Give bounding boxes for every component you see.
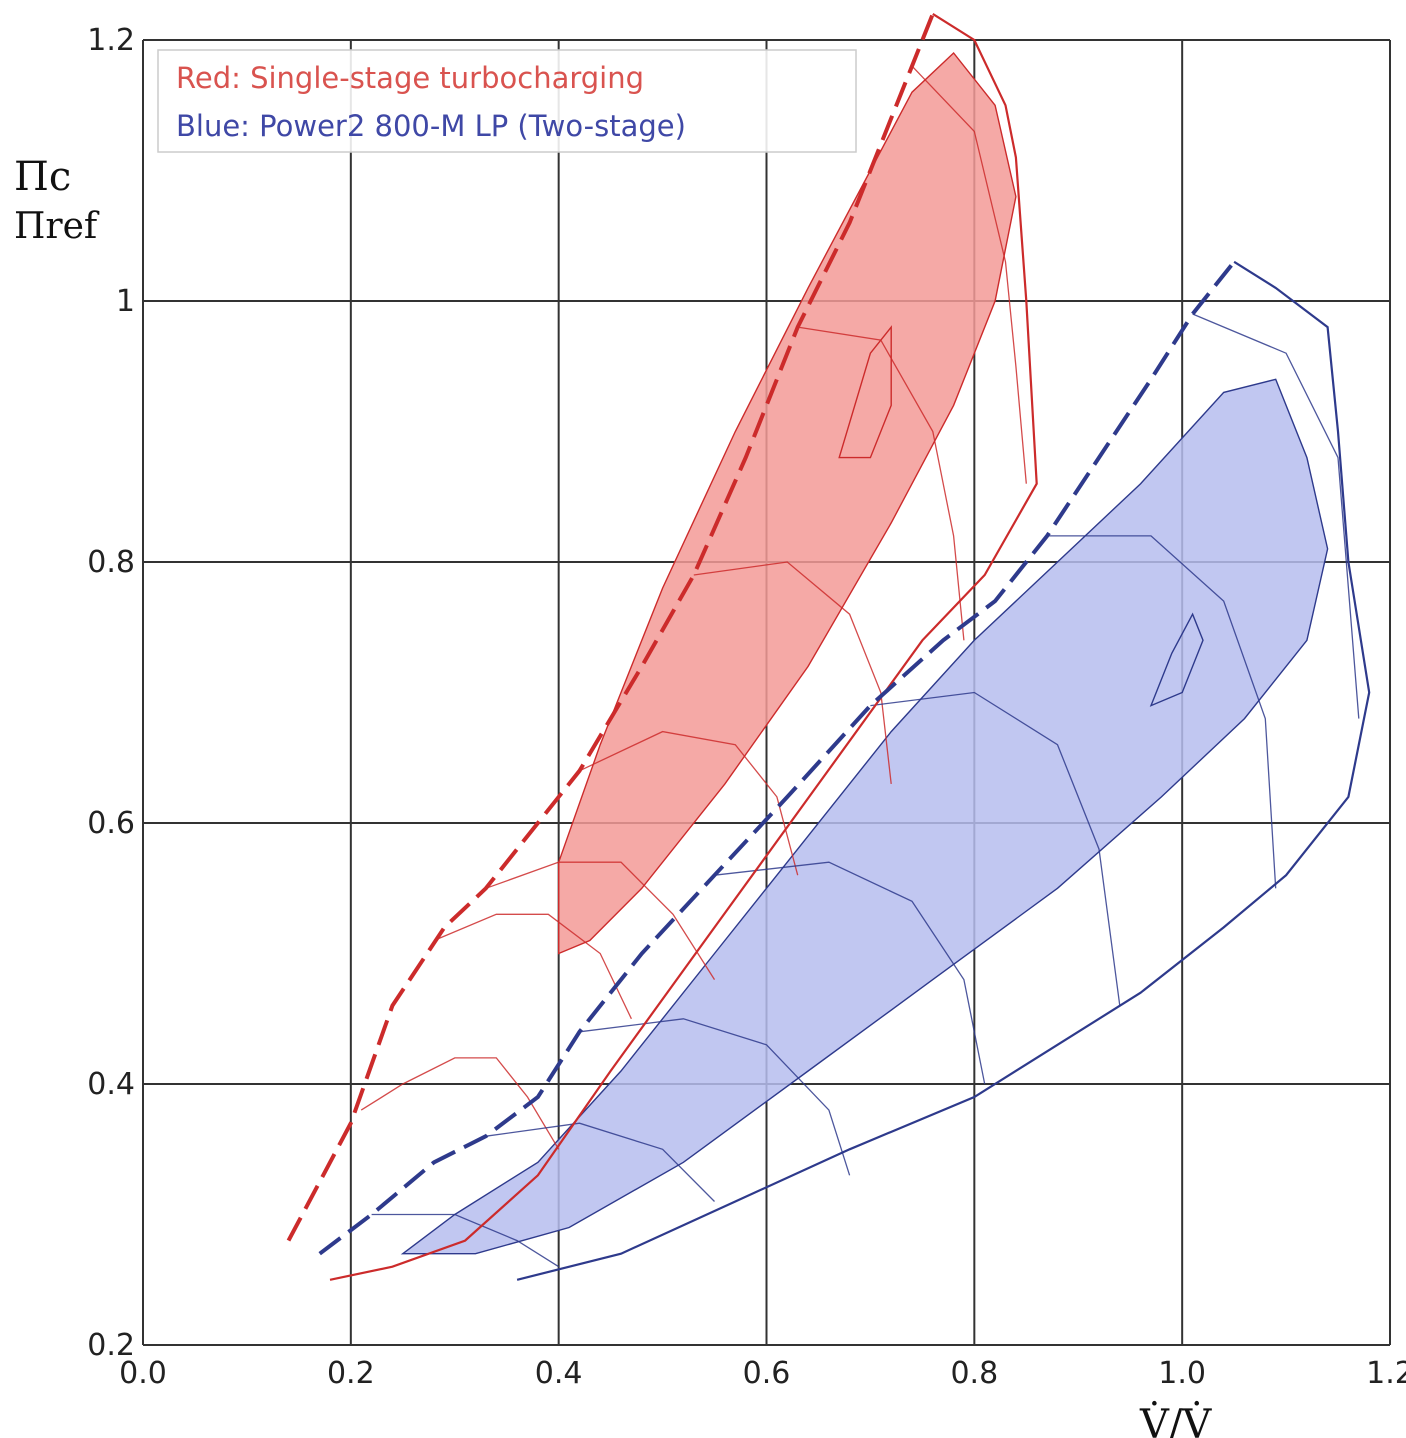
- legend: Red: Single-stage turbocharging Blue: Po…: [157, 49, 857, 153]
- speed-line-blue: [714, 861, 986, 1085]
- x-tick-label: 0.0: [119, 1356, 167, 1391]
- y-tick-label: 0.6: [87, 806, 135, 841]
- x-tick-label: 0.8: [950, 1356, 998, 1391]
- tick-labels: 0.0 0.2 0.4 0.6 0.8 1.0 1.20.20.40.60.811.2: [87, 23, 1406, 1391]
- x-tick-label: 0.6: [743, 1356, 791, 1391]
- speed-line-red: [360, 1057, 560, 1150]
- choke-line-red: [329, 12, 1038, 1281]
- speed-line-blue: [1192, 313, 1360, 719]
- speed-line-red: [579, 730, 799, 876]
- speed-line-blue: [485, 1122, 715, 1202]
- y-tick-label: 0.2: [87, 1328, 135, 1363]
- x-tick-label: 1.2: [1366, 1356, 1406, 1391]
- y-tick-label: 0.8: [87, 545, 135, 580]
- efficiency-fills: [400, 51, 1329, 1255]
- legend-entry-red: Red: Single-stage turbocharging: [176, 61, 644, 95]
- x-tick-label: 1.0: [1158, 1356, 1206, 1391]
- efficiency-region-red: [558, 51, 1017, 955]
- y-tick-label: 0.4: [87, 1067, 135, 1102]
- speed-line-red: [693, 561, 892, 784]
- speed-line-red: [911, 65, 1027, 484]
- efficiency-island-red: [838, 325, 892, 459]
- x-tick-label: 0.2: [327, 1356, 375, 1391]
- speed-line-red: [485, 861, 716, 980]
- surge-line-blue: [318, 260, 1236, 1256]
- y-axis-label: Πc Πref: [14, 154, 100, 247]
- surge-choke-lines: [286, 12, 1371, 1281]
- speed-line-blue: [870, 691, 1121, 1006]
- legend-box: [157, 49, 857, 153]
- speed-line-blue: [1047, 535, 1277, 889]
- x-tick-label: 0.4: [535, 1356, 583, 1391]
- legend-entry-blue: Blue: Power2 800-M LP (Two-stage): [176, 109, 686, 143]
- choke-line-blue: [516, 260, 1371, 1281]
- y-tick-label: 1.2: [87, 23, 135, 58]
- speed-line-red: [797, 326, 965, 641]
- efficiency-island-blue: [1149, 612, 1204, 707]
- speed-line-red: [433, 913, 632, 1020]
- x-axis-label: V̇/V̇: [1139, 1401, 1212, 1438]
- surge-line-red: [286, 13, 935, 1242]
- efficiency-region-blue: [400, 378, 1329, 1255]
- speed-line-blue: [371, 1213, 560, 1268]
- y-axis-label-top: Πc: [14, 154, 71, 200]
- y-tick-label: 1: [116, 284, 135, 319]
- speed-line-blue: [579, 1018, 851, 1176]
- speed-lines: [360, 65, 1360, 1268]
- y-axis-label-bottom: Πref: [14, 206, 100, 247]
